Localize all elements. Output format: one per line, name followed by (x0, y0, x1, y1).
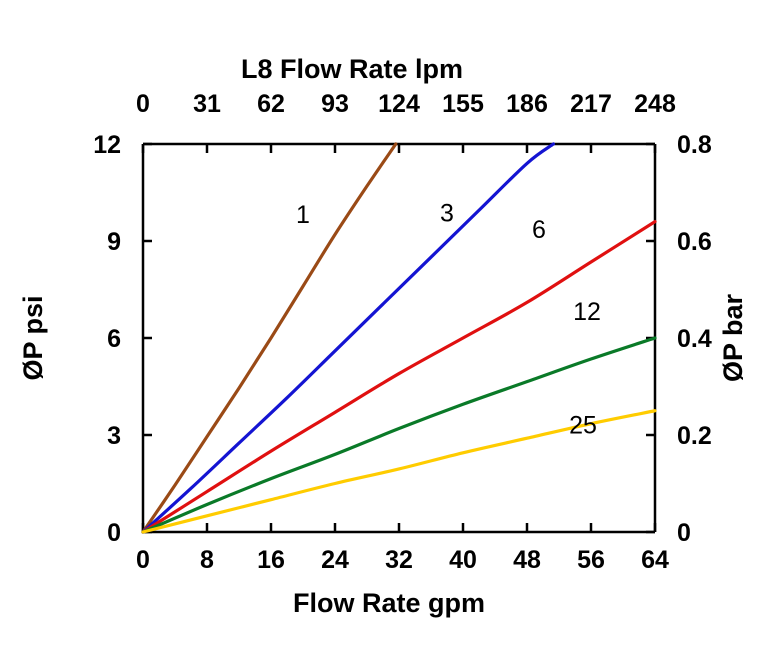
x-tick-label: 40 (449, 546, 477, 574)
y-tick-label: 0 (107, 519, 121, 547)
x2-tick-label: 155 (442, 90, 484, 118)
series-curve-6 (141, 220, 657, 534)
y-tick-label: 9 (107, 228, 121, 256)
x-tick-label: 48 (513, 546, 541, 574)
x2-tick-label: 31 (193, 90, 221, 118)
y-tick-label: 6 (107, 325, 121, 353)
x2-tick-label: 186 (506, 90, 548, 118)
x-tick-label: 64 (641, 546, 669, 574)
series-inline-labels: 1 3 6 12 25 (296, 200, 601, 440)
y-tick-label: 12 (93, 131, 121, 159)
x2-tick-label: 0 (136, 90, 150, 118)
x-tick-label: 16 (257, 546, 285, 574)
axis-ticks (141, 142, 657, 534)
y2-axis-title: ØP bar (718, 293, 748, 382)
x-tick-label: 8 (200, 546, 214, 574)
series-label-25: 25 (569, 411, 597, 439)
series-curve-1 (141, 142, 398, 534)
series-curve-25 (141, 409, 657, 534)
y2-tick-label: 0.6 (677, 228, 712, 256)
series-label-3: 3 (440, 200, 454, 228)
plot-frame (141, 142, 657, 534)
x-tick-label: 24 (321, 546, 349, 574)
y2-tick-label: 0.8 (677, 131, 712, 159)
y2-tick-label: 0 (677, 519, 691, 547)
axis-tick-labels: 0 8 16 24 32 40 48 56 640 31 62 93 124 155 186 217 24803… (93, 90, 712, 574)
y-axis-title: ØP psi (18, 295, 48, 380)
series-curves (141, 142, 657, 534)
series-label-1: 1 (296, 201, 310, 229)
y-tick-label: 3 (107, 422, 121, 450)
series-curve-12 (141, 336, 657, 534)
x-tick-label: 32 (385, 546, 413, 574)
x2-tick-label: 217 (570, 90, 612, 118)
series-label-6: 6 (532, 216, 546, 244)
y2-tick-label: 0.2 (677, 422, 712, 450)
x2-tick-label: 248 (634, 90, 676, 118)
x2-tick-label: 93 (321, 90, 349, 118)
x2-tick-label: 124 (378, 90, 420, 118)
x-tick-label: 0 (136, 546, 150, 574)
x2-axis-title: L8 Flow Rate lpm (241, 54, 463, 84)
series-curve-3 (141, 142, 555, 534)
y2-tick-label: 0.4 (677, 325, 712, 353)
x-axis-title: Flow Rate gpm (293, 588, 485, 618)
series-label-12: 12 (573, 298, 601, 326)
x2-tick-label: 62 (257, 90, 285, 118)
x-tick-label: 56 (577, 546, 605, 574)
